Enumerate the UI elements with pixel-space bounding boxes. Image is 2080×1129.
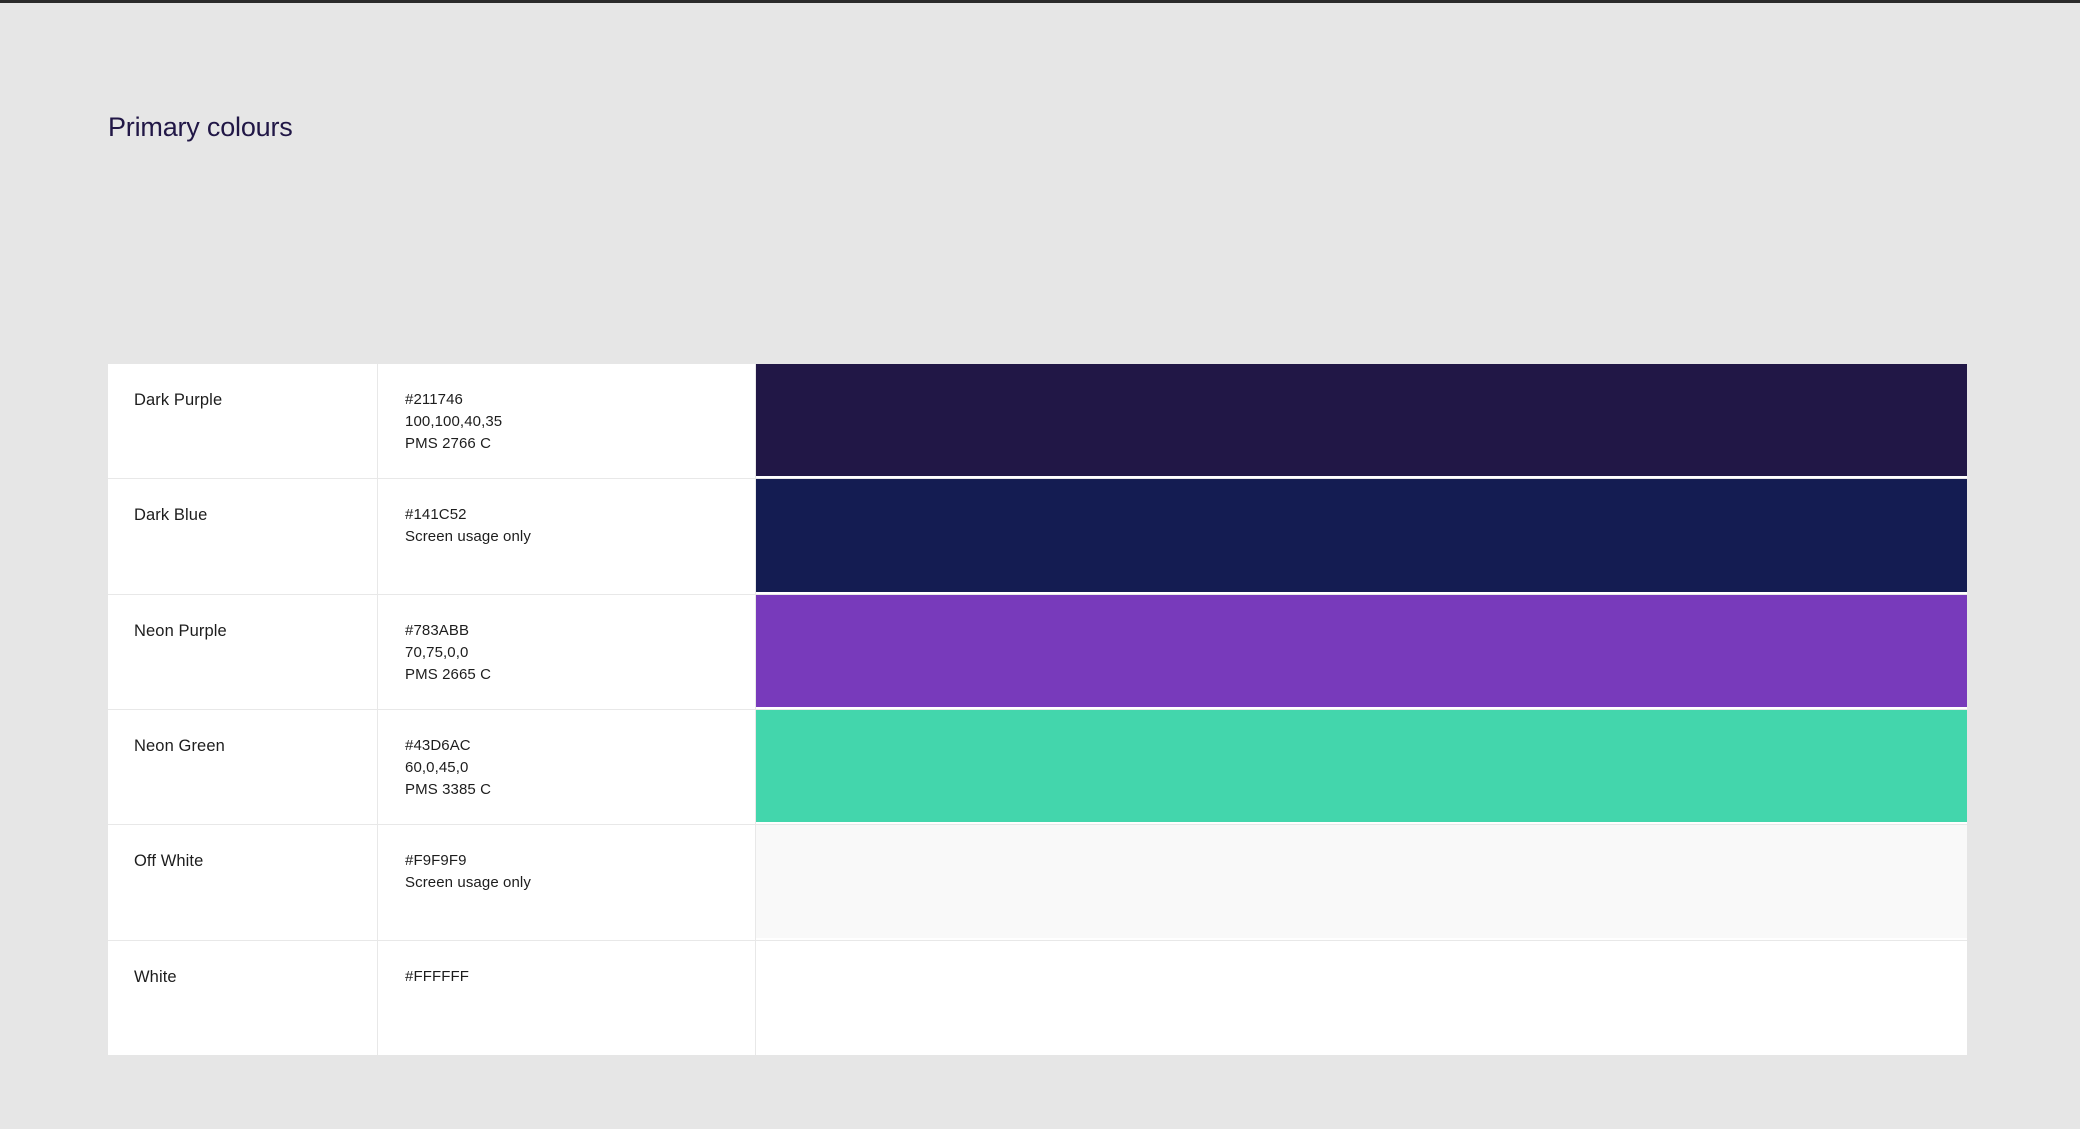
- colour-specs-cell: #141C52 Screen usage only: [378, 479, 756, 594]
- colour-usage-note: Screen usage only: [405, 874, 531, 892]
- colour-specs-cell: #F9F9F9 Screen usage only: [378, 825, 756, 940]
- colour-name-cell: Neon Purple: [108, 594, 378, 709]
- colour-cmyk-value: 60,0,45,0: [405, 759, 469, 777]
- colour-swatch-cell: [756, 940, 1967, 1055]
- colour-hex-value: #141C52: [405, 506, 467, 524]
- colour-swatch: [756, 825, 1967, 938]
- colour-hex-value: #F9F9F9: [405, 852, 467, 870]
- colour-hex-value: #211746: [405, 391, 463, 408]
- table-row: Neon Green #43D6AC 60,0,45,0 PMS 3385 C: [108, 709, 1967, 826]
- colour-swatch: [756, 940, 1967, 1055]
- colour-specs-cell: #211746 100,100,40,35 PMS 2766 C: [378, 364, 756, 479]
- colour-name-cell: Off White: [108, 825, 378, 940]
- colour-swatch: [756, 479, 1967, 592]
- colour-specs-cell: #FFFFFF: [378, 940, 756, 1055]
- colour-specs-cell: #783ABB 70,75,0,0 PMS 2665 C: [378, 594, 756, 709]
- colour-swatch: [756, 364, 1967, 477]
- colour-swatch-cell: [756, 594, 1967, 709]
- colour-specs-cell: #43D6AC 60,0,45,0 PMS 3385 C: [378, 709, 756, 825]
- colour-swatch-cell: [756, 479, 1967, 593]
- colour-name-cell: Neon Green: [108, 709, 378, 825]
- table-row: Off White #F9F9F9 Screen usage only: [108, 825, 1967, 941]
- colour-usage-note: Screen usage only: [405, 528, 531, 546]
- colour-pms-value: PMS 2766 C: [405, 435, 492, 453]
- colour-pms-value: PMS 3385 C: [405, 781, 492, 799]
- table-row: Dark Purple #211746 100,100,40,35 PMS 2766 …: [108, 364, 1967, 480]
- colour-name-cell: Dark Purple: [108, 364, 378, 479]
- colour-hex-value: #FFFFFF: [405, 967, 470, 985]
- table-row: Dark Blue #141C52 Screen usage only: [108, 479, 1967, 595]
- table-row: Neon Purple #783ABB 70,75,0,0 PMS 2665 C: [108, 594, 1967, 710]
- colour-cmyk-value: 100,100,40,35: [405, 413, 503, 431]
- colour-name-cell: Dark Blue: [108, 479, 378, 594]
- colour-name-cell: White: [108, 940, 378, 1055]
- colour-swatch-table: Dark Purple #211746 100,100,40,35 PMS 2766 …: [108, 364, 1967, 1055]
- top-rule: [0, 0, 2080, 3]
- colour-swatch-cell: [756, 825, 1967, 939]
- colour-swatch: [756, 594, 1967, 707]
- colour-cmyk-value: 70,75,0,0: [405, 643, 469, 661]
- colour-swatch-cell: [756, 709, 1967, 824]
- colour-swatch: [756, 709, 1967, 823]
- colour-hex-value: #783ABB: [405, 621, 470, 639]
- table-row: White #FFFFFF: [108, 940, 1967, 1055]
- colour-hex-value: #43D6AC: [405, 736, 471, 754]
- page-title: Primary colours: [108, 112, 293, 143]
- colour-pms-value: PMS 2665 C: [405, 665, 492, 683]
- colour-swatch-cell: [756, 364, 1967, 478]
